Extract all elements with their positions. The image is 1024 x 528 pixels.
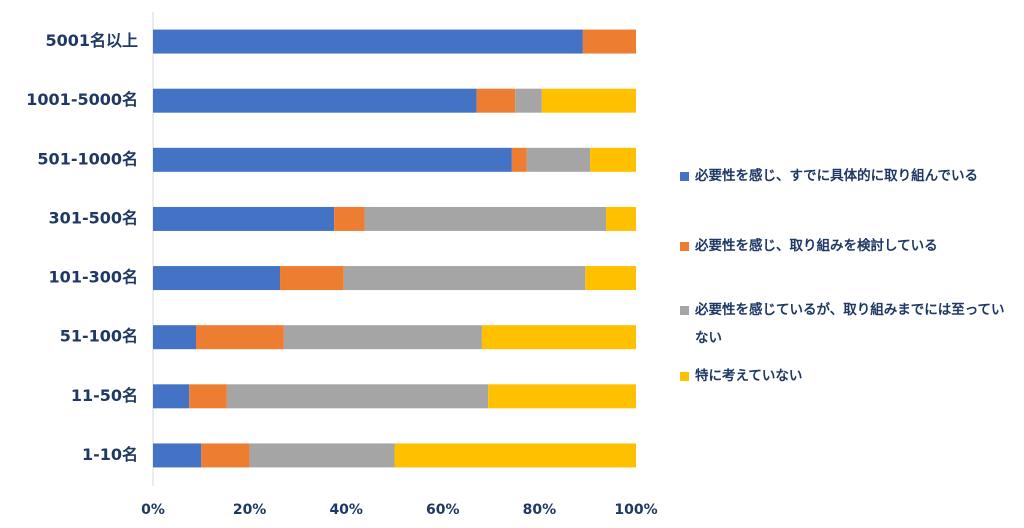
bar-segment <box>541 88 636 113</box>
x-tick-label: 100% <box>614 502 657 518</box>
y-tick-label: 11-50名 <box>71 386 138 405</box>
bar-segment <box>153 147 512 172</box>
bar-segment <box>515 88 542 113</box>
legend-item: 必要性を感じ、すでに具体的に取り組んでいる <box>680 162 1010 190</box>
bar-segment <box>153 206 335 231</box>
legend-label: 必要性を感じ、すでに具体的に取り組んでいる <box>695 168 978 184</box>
bar-segment <box>334 206 365 231</box>
bar-segment <box>343 266 586 291</box>
legend-swatch <box>680 242 689 251</box>
bar-segment <box>481 325 636 350</box>
y-tick-label: 51-100名 <box>60 327 138 346</box>
legend-label: 必要性を感じているが、取り組みまでには至っていない <box>695 302 1005 346</box>
bar-segment <box>201 443 250 468</box>
legend-item: 特に考えていない <box>680 362 1010 390</box>
bar-segment <box>153 443 202 468</box>
y-tick-label: 101-300名 <box>49 268 138 287</box>
y-tick-label: 501-1000名 <box>37 149 138 168</box>
bar-segment <box>153 88 477 113</box>
legend-item: 必要性を感じ、取り組みを検討している <box>680 232 1010 260</box>
bar-segment <box>364 206 607 231</box>
bar-segment <box>511 147 527 172</box>
bar-segment <box>526 147 591 172</box>
x-tick-label: 20% <box>233 502 267 518</box>
bar-segment <box>226 384 489 409</box>
bar-segment <box>153 266 281 291</box>
legend-swatch <box>680 372 689 381</box>
legend-label: 特に考えていない <box>695 368 803 384</box>
legend-item: 必要性を感じているが、取り組みまでには至っていない <box>680 296 1010 352</box>
x-tick-label: 0% <box>141 502 165 518</box>
y-tick-label: 301-500名 <box>49 208 138 227</box>
bar-segment <box>582 29 636 54</box>
legend-swatch <box>680 172 689 181</box>
bar-segment <box>195 325 284 350</box>
bar-segment <box>283 325 482 350</box>
x-tick-label: 60% <box>426 502 460 518</box>
x-tick-label: 40% <box>329 502 363 518</box>
legend-swatch <box>680 306 689 315</box>
legend-label: 必要性を感じ、取り組みを検討している <box>695 238 938 254</box>
bar-segment <box>280 266 344 291</box>
bar-segment <box>153 384 190 409</box>
bar-segment <box>476 88 516 113</box>
bar-segment <box>585 266 636 291</box>
bar-segment <box>153 29 583 54</box>
bar-segment <box>590 147 636 172</box>
bar-segment <box>249 443 395 468</box>
y-tick-label: 1001-5000名 <box>26 90 138 109</box>
bar-segment <box>189 384 227 409</box>
x-tick-label: 80% <box>523 502 557 518</box>
bar-segment <box>394 443 636 468</box>
bar-segment <box>606 206 636 231</box>
bar-segment <box>488 384 636 409</box>
bar-segment <box>153 325 196 350</box>
y-tick-label: 1-10名 <box>82 445 138 464</box>
y-tick-label: 5001名以上 <box>45 31 138 50</box>
